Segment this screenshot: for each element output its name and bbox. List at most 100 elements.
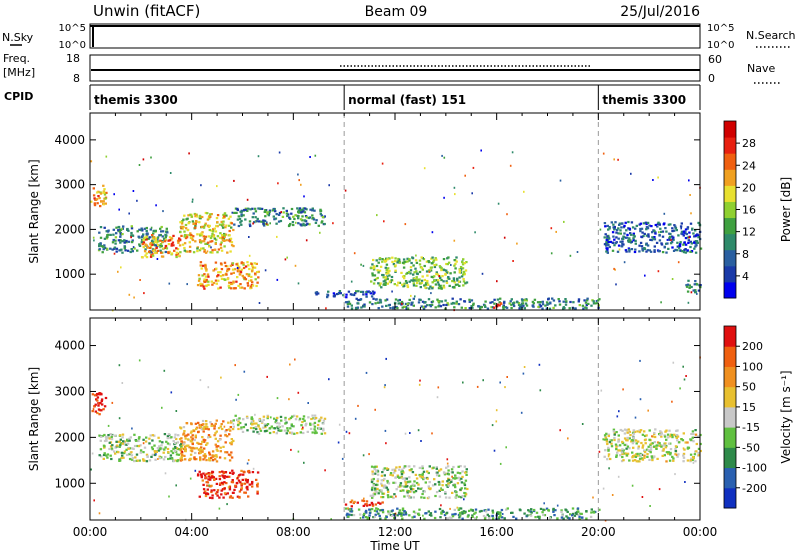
data-cell bbox=[693, 247, 696, 250]
data-cell bbox=[460, 496, 463, 499]
data-cell bbox=[135, 453, 139, 456]
colorbar-label: Power [dB] bbox=[779, 177, 793, 242]
data-cell bbox=[394, 512, 397, 515]
data-cell bbox=[223, 487, 226, 490]
data-cell bbox=[274, 420, 277, 423]
data-cell bbox=[244, 208, 247, 211]
data-cell bbox=[392, 306, 395, 309]
data-cell bbox=[121, 433, 125, 436]
data-cell bbox=[542, 513, 545, 516]
data-cell bbox=[231, 469, 234, 472]
data-cell bbox=[371, 274, 374, 277]
data-cell bbox=[104, 246, 106, 249]
data-cell bbox=[418, 270, 422, 274]
data-cell bbox=[301, 420, 304, 424]
data-cell bbox=[152, 237, 155, 240]
data-cell bbox=[203, 280, 207, 283]
data-cell bbox=[163, 369, 166, 372]
data-cell bbox=[452, 277, 456, 280]
data-cell bbox=[200, 247, 203, 250]
data-cell bbox=[371, 290, 375, 293]
nave-tick-top: 60 bbox=[708, 53, 722, 66]
data-cell bbox=[190, 430, 193, 433]
data-cell bbox=[201, 283, 204, 286]
data-cell bbox=[389, 472, 393, 475]
data-cell bbox=[682, 234, 685, 237]
data-cell bbox=[424, 286, 427, 289]
data-cell bbox=[92, 187, 95, 190]
data-cell bbox=[451, 280, 454, 283]
data-cell bbox=[219, 271, 222, 274]
data-cell bbox=[435, 258, 438, 261]
data-cell bbox=[202, 472, 205, 475]
data-cell bbox=[511, 151, 514, 154]
data-cell bbox=[230, 272, 233, 275]
data-cell bbox=[230, 443, 233, 446]
data-cell bbox=[361, 290, 365, 293]
data-cell bbox=[626, 452, 630, 455]
data-cell bbox=[483, 509, 486, 512]
data-cell bbox=[604, 436, 608, 439]
data-cell bbox=[253, 207, 257, 210]
data-cell bbox=[345, 296, 348, 299]
data-cell bbox=[220, 489, 223, 492]
data-cell bbox=[202, 427, 205, 430]
data-cell bbox=[673, 433, 676, 436]
data-cell bbox=[484, 516, 487, 519]
data-cell bbox=[183, 235, 186, 238]
data-cell bbox=[363, 512, 366, 515]
data-cell bbox=[139, 279, 141, 281]
data-cell bbox=[191, 437, 194, 440]
data-cell bbox=[193, 456, 196, 459]
data-cell bbox=[145, 436, 148, 439]
data-cell bbox=[118, 364, 121, 367]
data-cell bbox=[190, 236, 193, 239]
data-cell bbox=[394, 298, 398, 301]
data-cell bbox=[128, 293, 131, 296]
data-cell bbox=[383, 474, 386, 477]
data-cell bbox=[462, 381, 464, 384]
data-cell bbox=[418, 508, 421, 511]
data-cell bbox=[672, 249, 676, 252]
data-cell bbox=[196, 250, 199, 253]
data-cell bbox=[429, 285, 432, 288]
data-cell bbox=[449, 272, 452, 275]
data-cell bbox=[251, 269, 254, 272]
data-cell bbox=[660, 445, 663, 448]
data-cell bbox=[669, 451, 672, 454]
data-cell bbox=[188, 241, 191, 244]
data-cell bbox=[199, 284, 203, 287]
data-cell bbox=[200, 225, 203, 228]
data-cell bbox=[692, 289, 695, 292]
data-cell bbox=[681, 250, 684, 253]
data-cell bbox=[176, 248, 180, 251]
data-cell bbox=[431, 231, 434, 234]
data-cell bbox=[255, 262, 258, 265]
data-cell bbox=[612, 430, 616, 433]
data-cell bbox=[208, 457, 211, 460]
data-cell bbox=[212, 424, 216, 427]
colorbar-tick-label: -100 bbox=[742, 462, 767, 475]
data-cell bbox=[173, 249, 176, 252]
data-cell bbox=[288, 216, 291, 219]
data-cell bbox=[403, 277, 406, 280]
data-cell bbox=[699, 442, 702, 446]
data-cell bbox=[592, 496, 594, 499]
data-cell bbox=[379, 517, 382, 520]
data-cell bbox=[246, 429, 249, 432]
data-cell bbox=[229, 215, 232, 218]
data-cell bbox=[398, 465, 401, 469]
data-cell bbox=[443, 269, 446, 272]
data-cell bbox=[415, 276, 418, 279]
data-cell bbox=[152, 249, 155, 252]
data-cell bbox=[216, 214, 220, 217]
data-cell bbox=[269, 222, 271, 225]
data-cell bbox=[637, 447, 640, 450]
data-cell bbox=[578, 304, 581, 307]
data-cell bbox=[175, 253, 178, 257]
data-cell bbox=[148, 442, 151, 445]
data-cell bbox=[619, 232, 622, 235]
data-cell bbox=[150, 251, 154, 254]
data-cell bbox=[437, 480, 440, 484]
data-cell bbox=[263, 210, 266, 213]
